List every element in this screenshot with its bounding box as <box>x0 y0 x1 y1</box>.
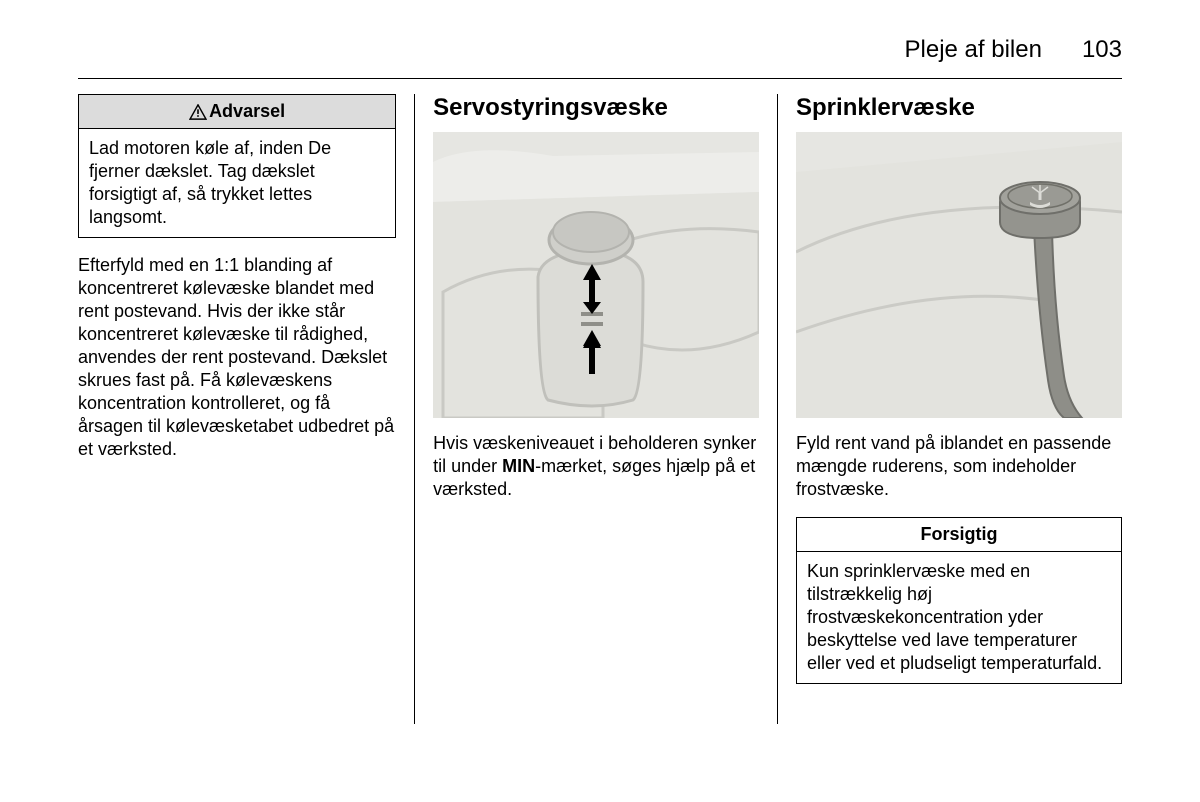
warning-box: Advarsel Lad motoren køle af, inden De f… <box>78 94 396 238</box>
servo-text-min: MIN <box>502 456 535 476</box>
caution-body: Kun sprinklervæske med en tilstrækkelig … <box>797 552 1121 683</box>
column-2: Servostyringsvæske <box>433 94 759 724</box>
caution-box: Forsigtig Kun sprinklervæske med en tils… <box>796 517 1122 684</box>
caution-title: Forsigtig <box>797 518 1121 552</box>
servostyring-figure <box>433 132 759 418</box>
page-number: 103 <box>1082 36 1122 64</box>
warning-body: Lad motoren køle af, inden De fjerner dæ… <box>79 129 395 237</box>
servostyring-paragraph: Hvis væskeniveauet i beholderen synker t… <box>433 432 759 501</box>
warning-triangle-icon <box>189 104 207 120</box>
sprinkler-paragraph: Fyld rent vand på iblandet en passende m… <box>796 432 1122 501</box>
sprinkler-heading: Sprinklervæske <box>796 94 1122 122</box>
warning-title: Advarsel <box>209 101 285 122</box>
page-header: Pleje af bilen 103 <box>905 36 1122 64</box>
warning-header: Advarsel <box>79 95 395 129</box>
column-1: Advarsel Lad motoren køle af, inden De f… <box>78 94 396 724</box>
column-3: Sprinklervæske <box>796 94 1122 724</box>
section-title: Pleje af bilen <box>905 36 1042 64</box>
coolant-paragraph: Efterfyld med en 1:1 blanding af koncent… <box>78 254 396 461</box>
servostyring-heading: Servostyringsvæske <box>433 94 759 122</box>
column-separator-2 <box>777 94 778 724</box>
sprinkler-figure <box>796 132 1122 418</box>
page-content: Advarsel Lad motoren køle af, inden De f… <box>78 94 1122 724</box>
header-rule <box>78 78 1122 79</box>
column-separator-1 <box>414 94 415 724</box>
